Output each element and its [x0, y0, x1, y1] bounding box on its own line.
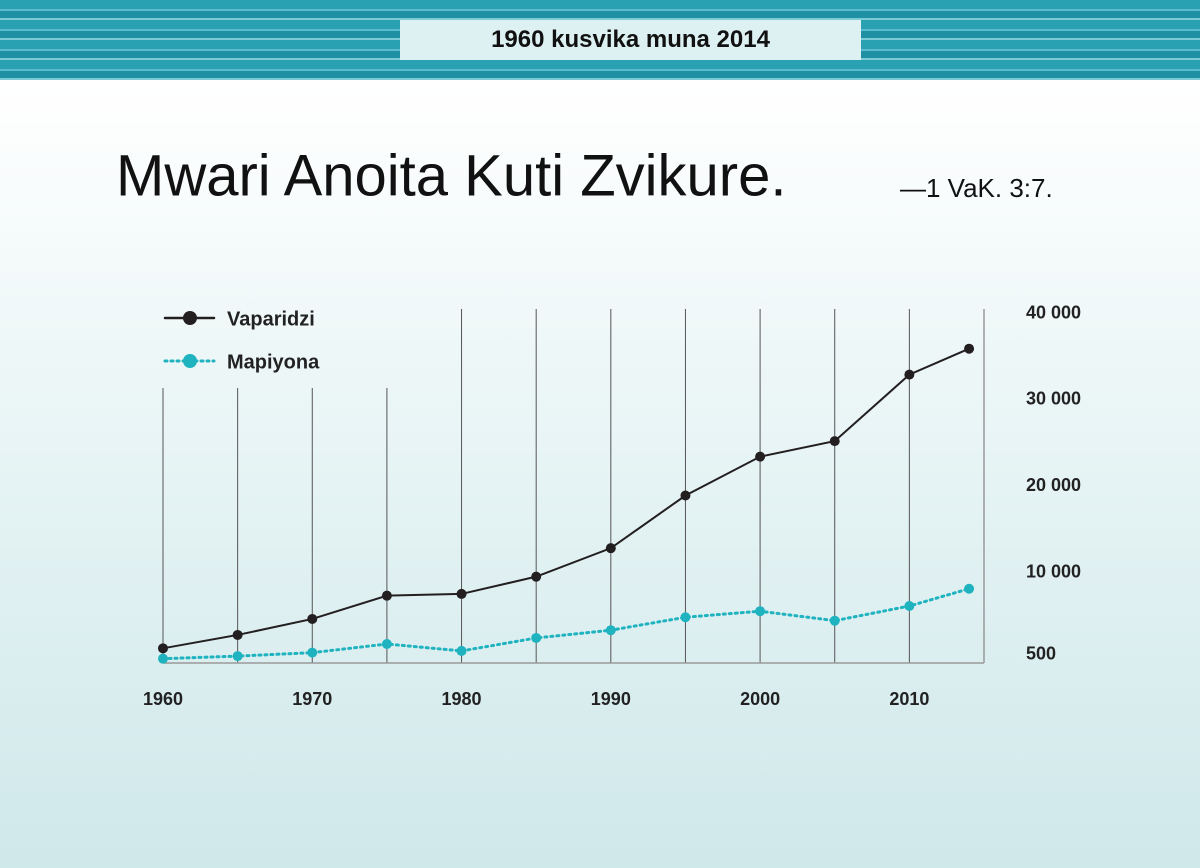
data-point	[755, 451, 766, 462]
y-tick-label: 30 000	[1026, 389, 1081, 409]
data-point	[829, 615, 840, 626]
data-point	[158, 653, 168, 664]
data-point	[755, 606, 766, 617]
data-point	[232, 629, 243, 640]
legend-marker	[183, 311, 197, 325]
y-tick-label: 10 000	[1026, 561, 1081, 581]
y-tick-label: 20 000	[1026, 475, 1081, 495]
data-point	[158, 643, 168, 654]
x-tick-label: 2000	[740, 689, 780, 709]
legend-label: Mapiyona	[227, 351, 320, 373]
data-point	[680, 490, 691, 501]
x-tick-label: 1960	[143, 689, 183, 709]
data-point	[605, 543, 616, 554]
data-point	[904, 601, 915, 612]
series-line	[162, 347, 971, 650]
data-point	[531, 632, 542, 643]
data-point	[456, 588, 467, 599]
data-point	[964, 343, 975, 354]
y-tick-label: 500	[1026, 643, 1056, 663]
x-tick-label: 1980	[442, 689, 482, 709]
data-point	[307, 647, 318, 658]
data-point	[964, 583, 975, 594]
legend-marker	[183, 354, 197, 368]
banner: 1960 kusvika muna 2014	[400, 20, 861, 60]
series-line	[161, 587, 971, 661]
legend-label: Vaparidzi	[227, 308, 315, 330]
data-point	[904, 369, 915, 380]
data-point	[381, 590, 392, 601]
x-tick-label: 1970	[292, 689, 332, 709]
data-point	[456, 645, 467, 656]
data-point	[605, 625, 616, 636]
x-tick-label: 2010	[889, 689, 929, 709]
x-tick-label: 1990	[591, 689, 631, 709]
data-point	[381, 639, 392, 650]
data-point	[829, 436, 840, 447]
data-point	[307, 613, 318, 624]
data-point	[680, 612, 691, 623]
y-tick-label: 40 000	[1026, 302, 1081, 322]
citation: —1 VaK. 3:7.	[900, 173, 1053, 203]
chart-title: Mwari Anoita Kuti Zvikure.	[116, 143, 786, 208]
data-point	[531, 571, 542, 582]
data-point	[232, 651, 243, 662]
